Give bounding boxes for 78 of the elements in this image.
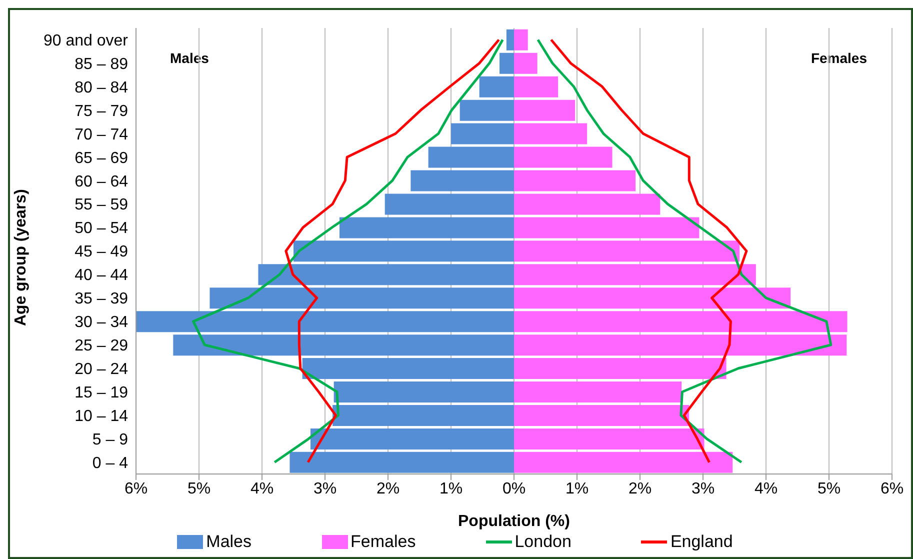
- y-tick-label: 0 – 4: [92, 454, 128, 472]
- bar: [500, 52, 514, 74]
- bar: [384, 194, 514, 215]
- bar: [514, 240, 740, 262]
- bar: [514, 29, 528, 50]
- x-tick-label: 3%: [313, 480, 337, 498]
- bar: [334, 382, 514, 403]
- x-tick-label: 4%: [754, 480, 778, 498]
- y-tick-label: 70 – 74: [74, 126, 128, 144]
- x-tick-label: 4%: [250, 480, 274, 498]
- x-tick-label: 1%: [439, 480, 463, 498]
- y-tick-label: 5 – 9: [92, 431, 128, 448]
- y-tick-label: 20 – 24: [74, 361, 128, 378]
- bar: [514, 288, 791, 309]
- bar: [514, 170, 636, 192]
- bar: [451, 123, 514, 144]
- bar: [514, 194, 660, 215]
- y-tick-label: 75 – 79: [74, 102, 128, 120]
- bar: [302, 358, 514, 380]
- bar: [514, 52, 538, 74]
- bar: [514, 217, 700, 238]
- bar: [506, 29, 514, 50]
- bar: [294, 240, 514, 262]
- bar: [290, 452, 514, 473]
- y-tick-label: 35 – 39: [74, 290, 128, 308]
- y-tick-label: 60 – 64: [74, 173, 128, 190]
- bar: [514, 311, 848, 332]
- annotation: Females: [810, 50, 867, 66]
- y-tick-label: 80 – 84: [74, 79, 128, 96]
- bar: [514, 146, 612, 168]
- bar: [460, 100, 514, 121]
- x-tick-label: 1%: [565, 480, 589, 498]
- bar: [514, 123, 588, 144]
- bar: [514, 100, 576, 121]
- bar: [310, 428, 514, 450]
- bar: [332, 404, 514, 426]
- bar: [514, 428, 704, 450]
- bar: [514, 452, 733, 473]
- bar: [339, 217, 514, 238]
- bar: [514, 404, 690, 426]
- bar: [210, 288, 514, 309]
- x-tick-label: 5%: [817, 480, 841, 498]
- x-axis-title: Population (%): [458, 513, 570, 530]
- y-tick-label: 65 – 69: [74, 150, 128, 167]
- y-tick-label: 15 – 19: [74, 384, 128, 402]
- x-tick-label: 0%: [502, 480, 526, 498]
- legend-label: Males: [205, 532, 252, 552]
- bar: [136, 311, 514, 332]
- x-tick-label: 6%: [124, 480, 148, 498]
- bar: [514, 334, 847, 356]
- bar: [428, 146, 514, 168]
- legend-label: London: [514, 532, 572, 552]
- x-tick-label: 5%: [187, 480, 211, 498]
- legend-label: England: [669, 532, 733, 552]
- bar: [410, 170, 514, 192]
- bar: [258, 264, 514, 286]
- y-tick-label: 10 – 14: [74, 408, 128, 425]
- x-tick-label: 2%: [376, 480, 400, 498]
- bar: [514, 264, 756, 286]
- y-tick-label: 30 – 34: [74, 314, 128, 332]
- y-tick-label: 85 – 89: [74, 56, 128, 73]
- x-tick-label: 6%: [880, 480, 904, 498]
- y-tick-label: 25 – 29: [74, 338, 128, 355]
- y-tick-label: 55 – 59: [74, 196, 128, 214]
- x-tick-label: 2%: [628, 480, 652, 498]
- bar: [514, 76, 558, 98]
- annotation: Males: [170, 50, 209, 66]
- bar: [479, 76, 514, 98]
- x-tick-label: 3%: [691, 480, 715, 498]
- y-tick-label: 50 – 54: [74, 220, 128, 238]
- y-tick-label: 45 – 49: [74, 244, 128, 261]
- y-tick-label: 90 and over: [43, 32, 129, 50]
- bar: [173, 334, 514, 356]
- y-tick-label: 40 – 44: [74, 267, 128, 284]
- y-axis-title: Age group (years): [12, 189, 30, 326]
- bar: [514, 382, 682, 403]
- legend-label: Females: [350, 532, 416, 552]
- bar: [514, 358, 726, 380]
